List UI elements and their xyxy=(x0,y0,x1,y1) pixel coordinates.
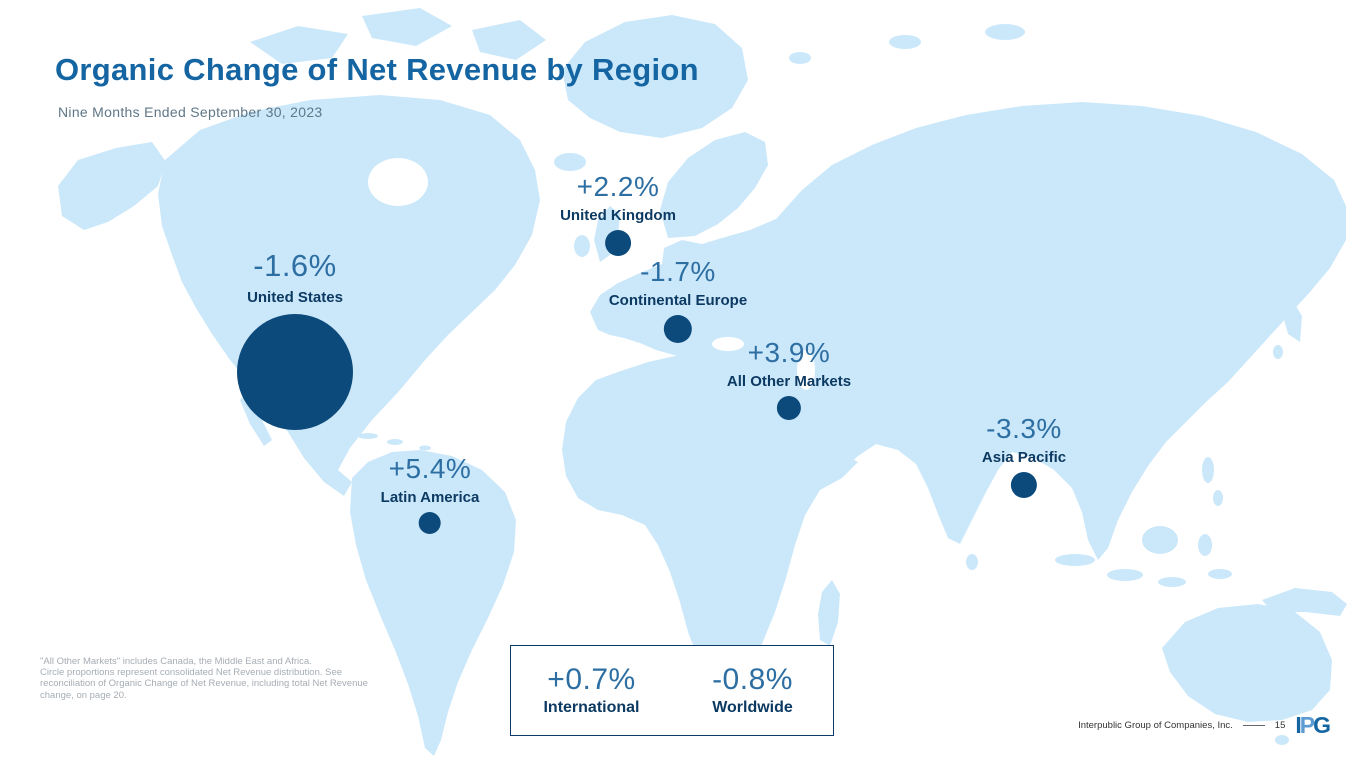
logo-letter: P xyxy=(1299,712,1315,738)
region-value: -3.3% xyxy=(986,413,1062,444)
region-marker-latin-america: +5.4% Latin America xyxy=(380,453,480,535)
region-label: United States xyxy=(247,288,343,306)
logo-letter: I xyxy=(1295,712,1302,738)
footnote-line: change, on page 20. xyxy=(40,689,127,701)
region-marker-asia-pacific: -3.3% Asia Pacific xyxy=(981,413,1067,499)
region-value: -1.7% xyxy=(640,256,716,287)
region-value: +3.9% xyxy=(747,337,831,368)
footnote-line: reconciliation of Organic Change of Net … xyxy=(40,678,368,690)
region-bubble xyxy=(419,512,441,535)
region-label: Latin America xyxy=(380,489,480,507)
summary-value: +0.7% xyxy=(547,662,636,696)
region-value: -1.6% xyxy=(253,248,337,283)
summary-label: International xyxy=(543,699,640,717)
slide-subtitle: Nine Months Ended September 30, 2023 xyxy=(58,104,323,120)
region-value: +2.2% xyxy=(576,171,660,202)
footer: Interpublic Group of Companies, Inc. 15 … xyxy=(1078,712,1331,738)
footnote: "All Other Markets" includes Canada, the… xyxy=(40,656,385,701)
footer-page-number: 15 xyxy=(1274,720,1286,731)
region-bubble xyxy=(1011,472,1037,499)
region-bubble xyxy=(604,230,631,257)
logo-letter: G xyxy=(1313,712,1331,738)
region-label: Continental Europe xyxy=(608,292,748,310)
summary-value: -0.8% xyxy=(712,662,793,696)
region-label: Asia Pacific xyxy=(981,449,1067,467)
region-marker-continental-europe: -1.7% Continental Europe xyxy=(608,256,748,344)
region-label: All Other Markets xyxy=(726,373,852,391)
ipg-logo: IPG xyxy=(1295,712,1331,738)
region-bubble xyxy=(664,315,692,344)
summary-worldwide: -0.8% Worldwide xyxy=(672,664,833,718)
region-bubble xyxy=(237,313,353,430)
summary-label: Worldwide xyxy=(712,699,793,717)
region-marker-united-kingdom: +2.2% United Kingdom xyxy=(560,171,676,257)
footnote-line: Circle proportions represent consolidate… xyxy=(40,667,343,679)
summary-international: +0.7% International xyxy=(511,664,672,718)
footer-company: Interpublic Group of Companies, Inc. xyxy=(1078,720,1233,731)
region-bubble xyxy=(777,396,801,421)
region-label: United Kingdom xyxy=(560,207,676,225)
summary-box: +0.7% International -0.8% Worldwide xyxy=(510,645,834,736)
footer-divider xyxy=(1242,725,1265,726)
region-value: +5.4% xyxy=(388,453,472,484)
region-marker-united-states: -1.6% United States xyxy=(237,248,353,430)
region-marker-all-other-markets: +3.9% All Other Markets xyxy=(726,337,852,421)
page-title: Organic Change of Net Revenue by Region xyxy=(55,52,699,87)
footnote-line: "All Other Markets" includes Canada, the… xyxy=(40,656,312,667)
